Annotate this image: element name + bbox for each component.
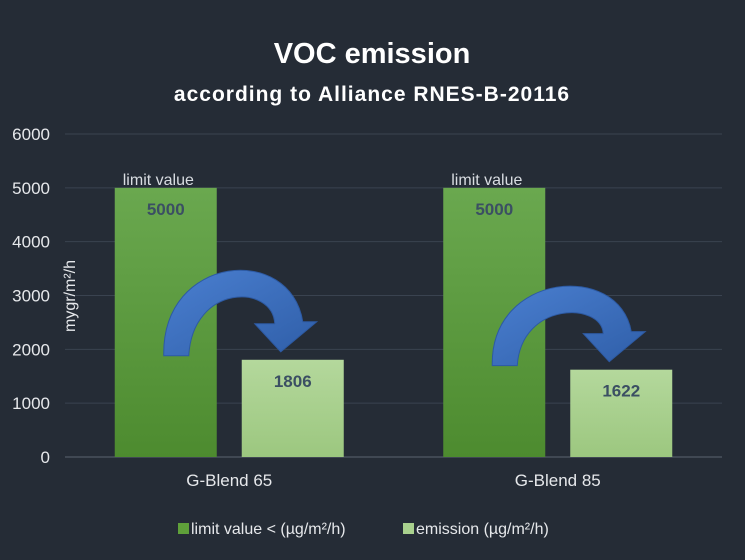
data-label: 1806 [274,372,312,391]
y-tick-label: 3000 [12,287,50,306]
chart-title: VOC emission [274,38,471,70]
legend-swatch [403,523,414,534]
x-category-label: G-Blend 65 [186,471,272,490]
x-axis-categories: G-Blend 65 G-Blend 85 [186,471,601,490]
data-labels: 5000 1806 5000 1622 limit value limit value [123,172,640,401]
limit-value-annotation: limit value [123,172,194,189]
reduction-arrow-1 [163,269,319,357]
chart-subtitle: according to Alliance RNES-B-20116 [174,83,570,106]
bar-limit-value-1 [114,187,217,458]
y-tick-label: 6000 [12,125,50,144]
limit-value-annotation: limit value [451,172,522,189]
legend-label: limit value < (µg/m²/h) [191,521,346,538]
legend-label: emission (µg/m²/h) [416,521,549,538]
y-axis-ticks: 0 1000 2000 3000 4000 5000 6000 [12,125,50,467]
data-label: 1622 [602,382,640,401]
data-label: 5000 [475,200,513,219]
legend: limit value < (µg/m²/h) emission (µg/m²/h… [178,521,549,538]
y-tick-label: 1000 [12,394,50,413]
legend-swatch [178,523,189,534]
x-category-label: G-Blend 85 [515,471,601,490]
arrows [163,269,647,367]
bar-emission-1 [241,359,344,457]
bars [114,187,673,458]
y-tick-label: 4000 [12,233,50,252]
y-tick-label: 5000 [12,179,50,198]
reduction-arrow-2 [491,285,647,367]
y-axis-label: mygr/m²/h [62,260,79,332]
y-tick-label: 2000 [12,340,50,359]
data-label: 5000 [147,200,185,219]
y-tick-label: 0 [41,448,50,467]
bar-emission-2 [570,369,673,457]
